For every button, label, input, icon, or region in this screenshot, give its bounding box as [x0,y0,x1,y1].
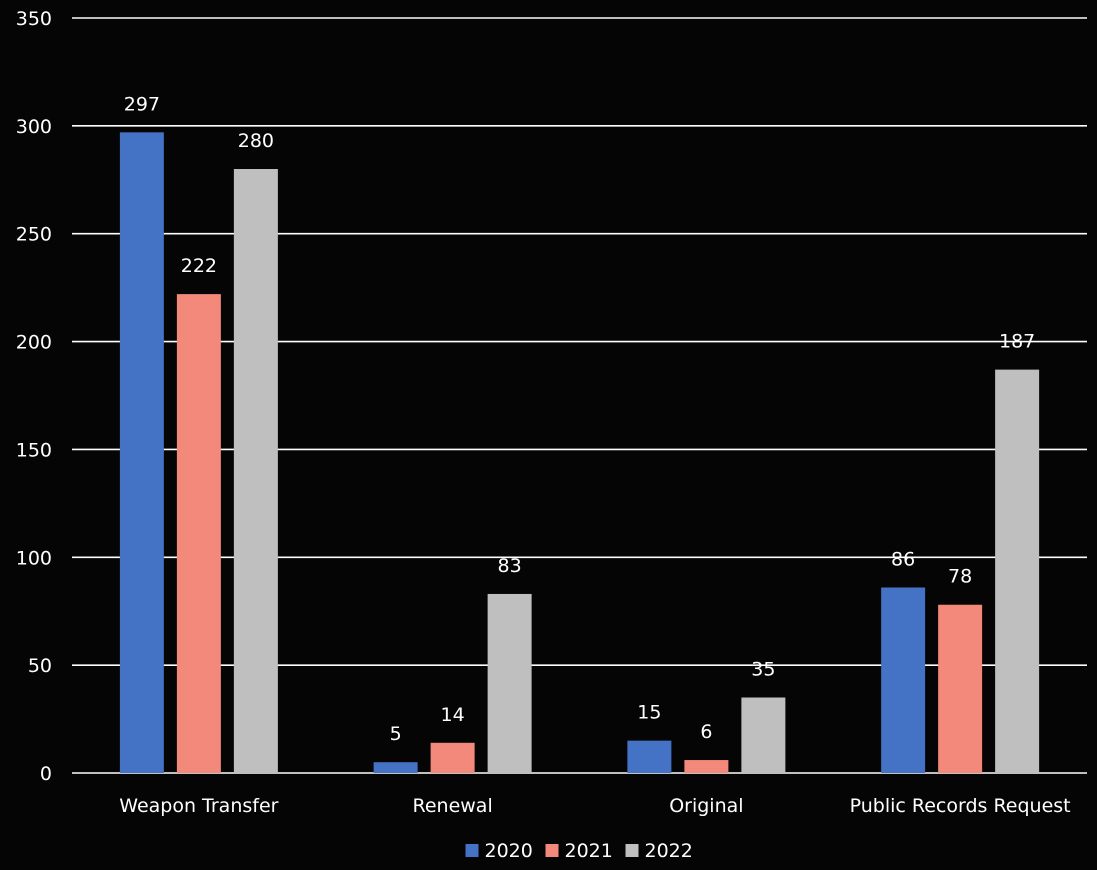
data-label: 35 [751,659,775,681]
legend-label-2021: 2021 [565,840,613,862]
bar-2022-renewal [487,593,532,773]
bar-2020-weapon-transfer [119,132,164,774]
y-tick-label: 350 [16,8,52,30]
bar-2022-original [741,697,786,773]
bar-2021-public-records-request [938,604,983,773]
bar-2020-public-records-request [881,587,926,773]
bar-2021-renewal [430,742,475,773]
y-tick-label: 300 [16,116,52,138]
data-labels: 297 222 280 5 14 83 15 6 35 86 78 187 [124,93,1036,745]
data-label: 15 [637,702,661,724]
y-tick-label: 0 [40,763,52,785]
x-category-label: Public Records Request [850,795,1071,817]
bar-2022-public-records-request [995,369,1040,773]
legend-label-2022: 2022 [645,840,693,862]
y-tick-label: 150 [16,439,52,461]
bar-2021-original [684,760,729,773]
bars [119,132,1040,774]
y-tick-label: 200 [16,332,52,354]
data-label: 222 [181,255,217,277]
x-category-label: Renewal [413,795,493,817]
bar-2021-weapon-transfer [176,294,221,773]
x-category-label: Weapon Transfer [119,795,278,817]
y-tick-label: 100 [16,547,52,569]
bar-2020-original [627,740,672,773]
data-label: 187 [999,331,1035,353]
x-axis-categories: Weapon Transfer Renewal Original Public Rec… [119,795,1070,817]
bar-2022-weapon-transfer [233,169,278,773]
data-label: 297 [124,93,160,115]
data-label: 14 [441,704,465,726]
x-category-label: Original [669,795,743,817]
data-label: 86 [891,548,915,570]
y-axis-ticks: 0 50 100 150 200 250 300 350 [16,8,52,785]
legend-label-2020: 2020 [485,840,533,862]
legend-swatch-2022 [625,844,639,857]
data-label: 83 [498,555,522,577]
legend-swatch-2021 [545,844,559,857]
legend: 2020 2021 2022 [465,840,693,862]
data-label: 6 [700,721,712,743]
y-tick-label: 50 [28,655,52,677]
bar-2020-renewal [373,762,418,773]
y-tick-label: 250 [16,224,52,246]
data-label: 5 [390,723,402,745]
gridlines [72,17,1087,774]
legend-swatch-2020 [465,844,479,857]
data-label: 280 [238,130,274,152]
data-label: 78 [948,566,972,588]
